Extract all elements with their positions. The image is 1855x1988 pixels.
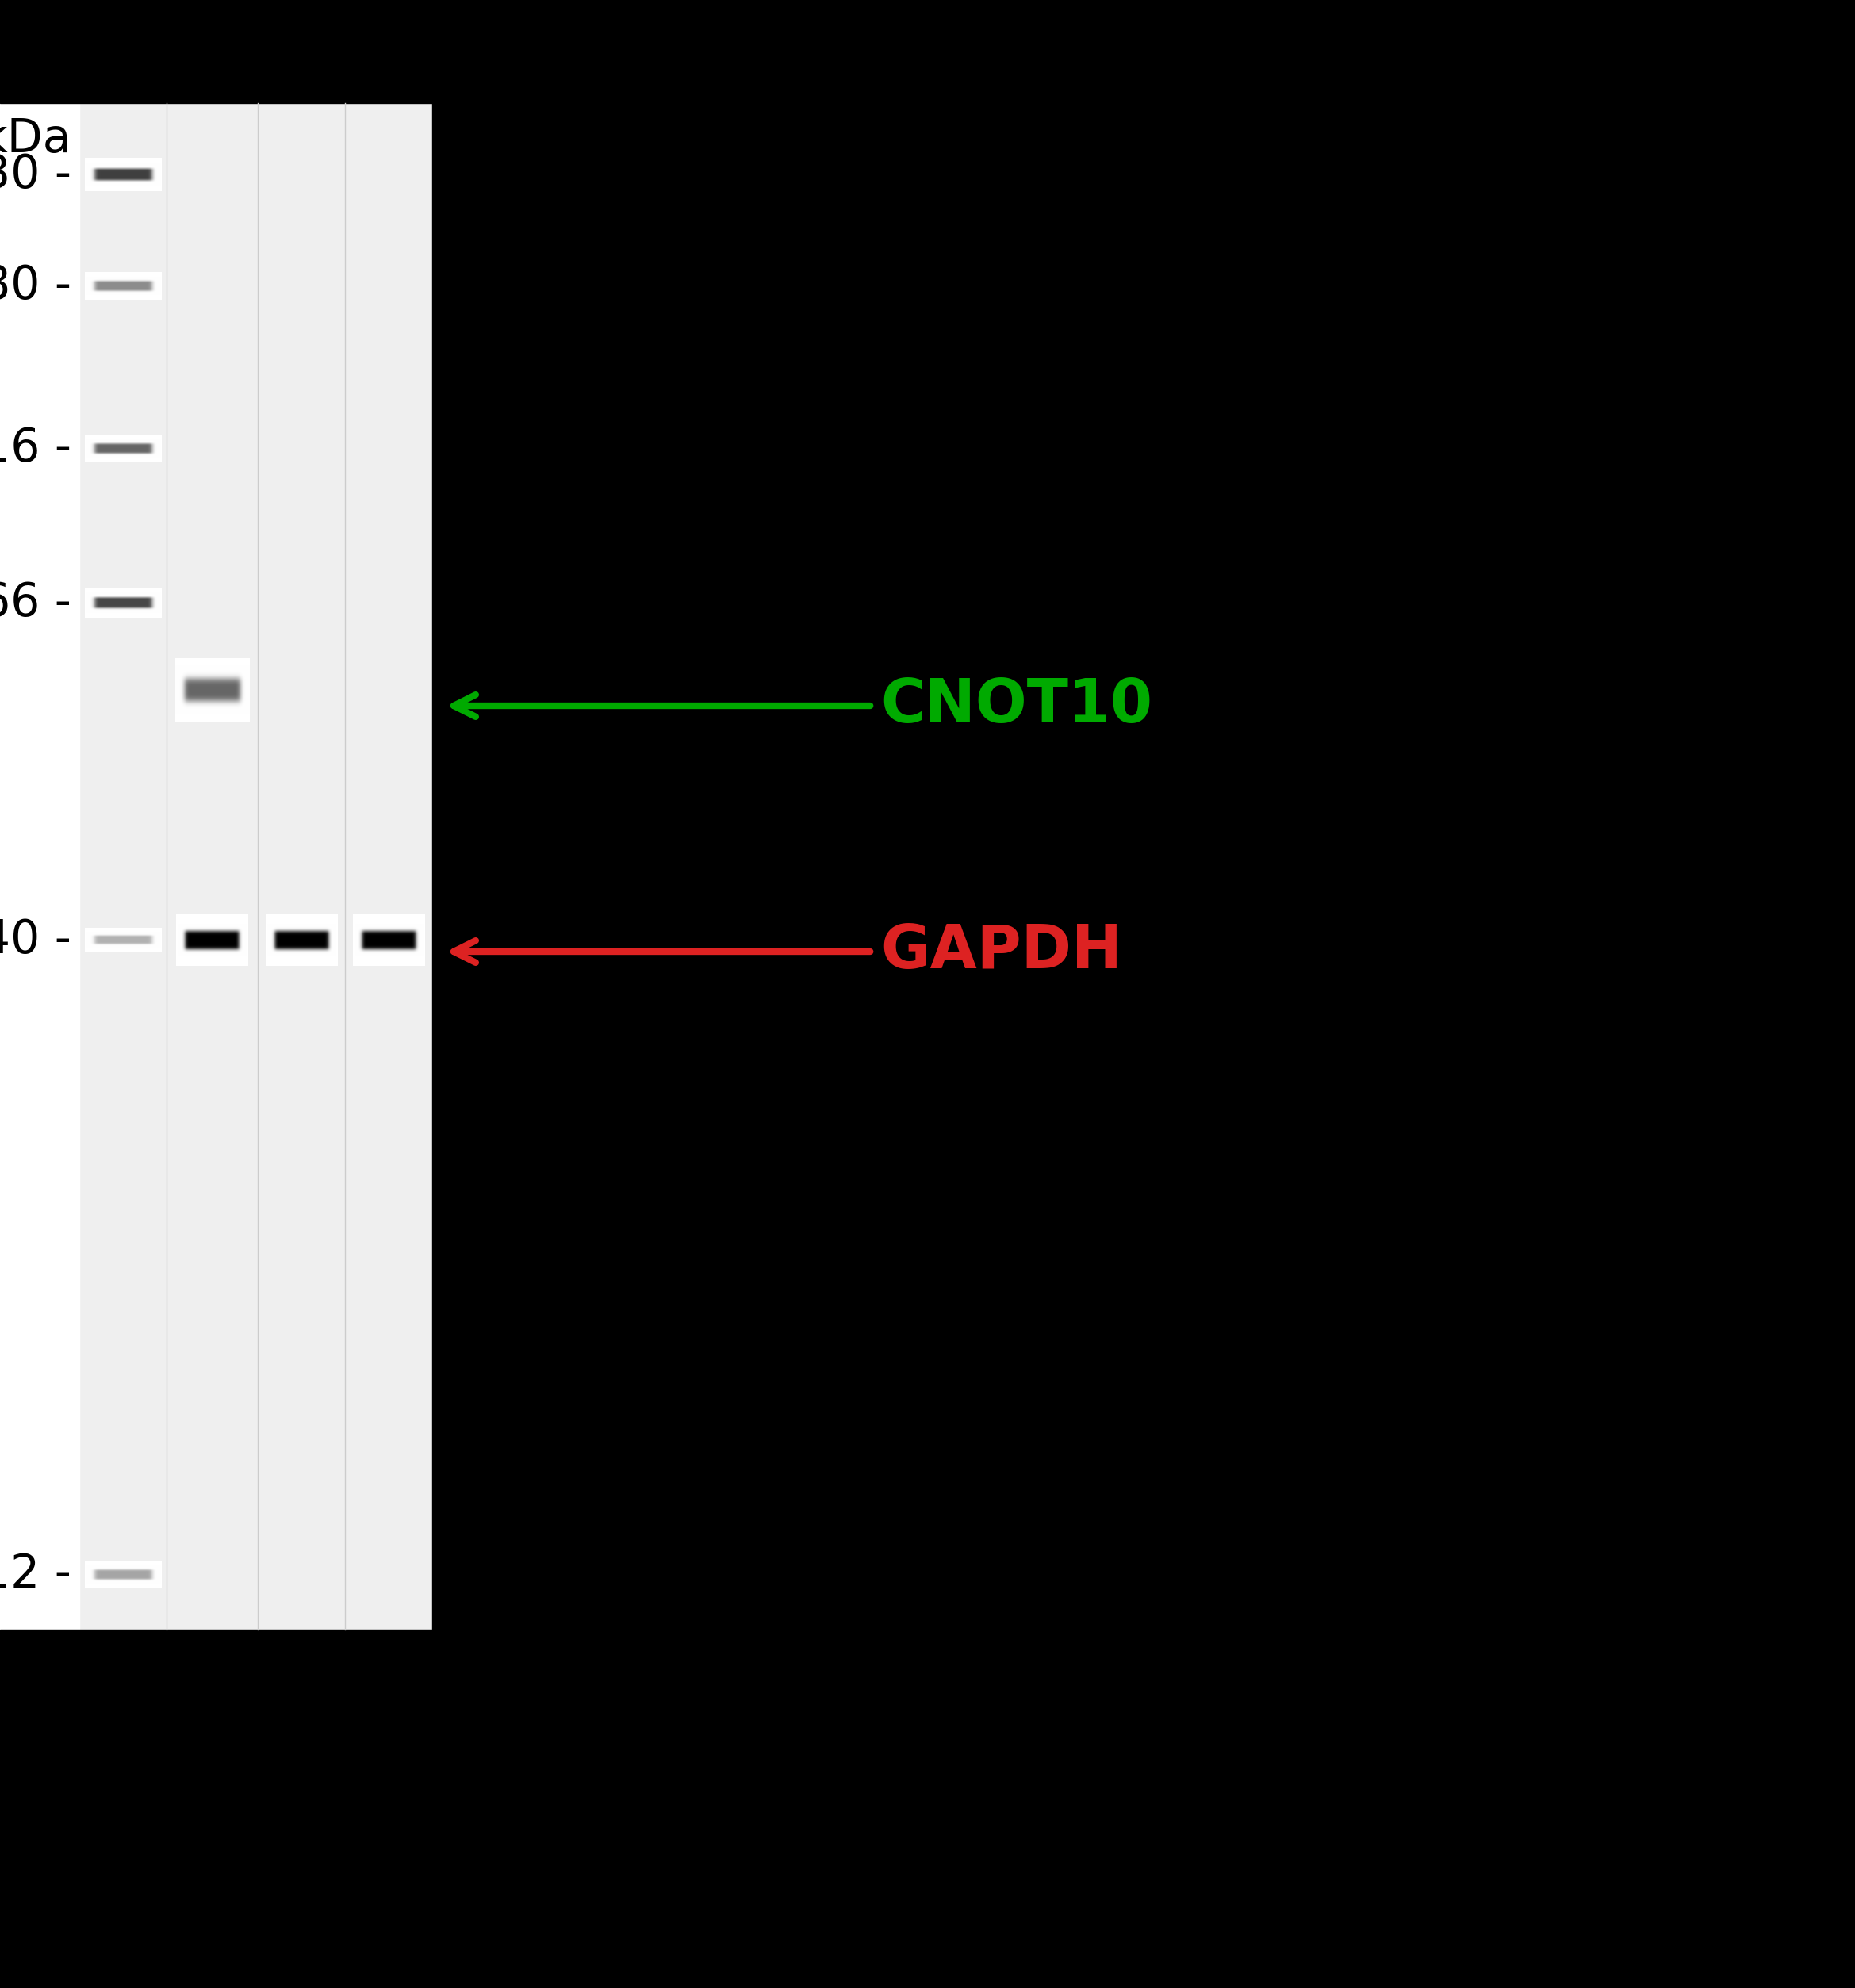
Text: 230 -: 230 -	[0, 151, 70, 197]
Text: 116 -: 116 -	[0, 425, 70, 471]
Text: CNOT10: CNOT10	[881, 676, 1152, 736]
Text: 40 -: 40 -	[0, 916, 70, 962]
Text: GAPDH: GAPDH	[881, 922, 1122, 980]
Text: 12 -: 12 -	[0, 1551, 70, 1596]
Bar	[0, 103, 80, 1630]
Bar	[0, 1630, 1855, 1988]
Bar	[0, 0, 1855, 103]
Bar	[432, 0, 1855, 1988]
Text: 66 -: 66 -	[0, 580, 70, 626]
Text: 180 -: 180 -	[0, 262, 70, 308]
Bar	[80, 103, 432, 1630]
Text: kDa: kDa	[0, 115, 70, 161]
